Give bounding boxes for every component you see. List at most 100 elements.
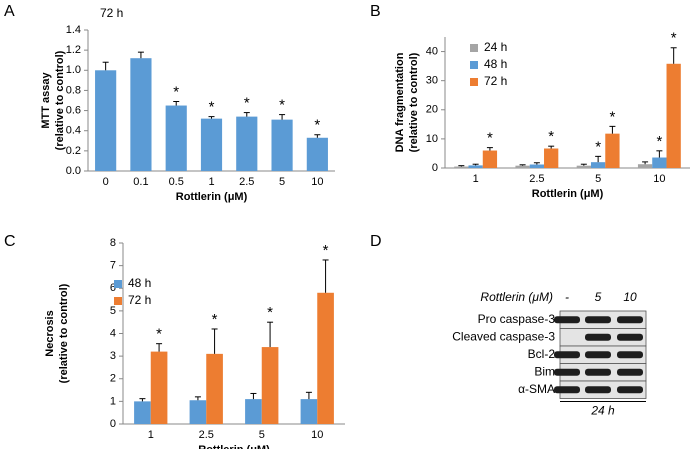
bar (515, 165, 530, 168)
bar (468, 165, 483, 168)
blot-band (585, 351, 611, 359)
x-tick-label: 10 (653, 173, 665, 185)
bar (576, 165, 591, 168)
bar (666, 63, 681, 168)
significance-mark: * (595, 138, 601, 155)
y-tick-label: 2 (110, 373, 116, 385)
significance-mark: * (671, 30, 677, 47)
chart-title: 72 h (100, 6, 123, 20)
x-tick-label: 2.5 (239, 176, 254, 188)
bar (317, 292, 334, 424)
significance-mark: * (548, 128, 554, 145)
bar (637, 164, 653, 168)
time-label: 24 h (590, 404, 615, 418)
protein-label: Pro caspase-3 (478, 312, 556, 326)
bar (200, 118, 223, 171)
y-tick-label: 6 (110, 282, 116, 294)
x-tick-label: 0.1 (133, 176, 148, 188)
y-tick-label: 0.8 (66, 84, 81, 96)
y-tick-label: 0 (110, 418, 116, 430)
significance-mark: * (323, 242, 329, 259)
bar (236, 116, 258, 171)
y-tick-label: 20 (426, 104, 438, 116)
x-tick-label: 0.5 (169, 176, 184, 188)
bar (206, 353, 223, 424)
protein-label: Bim (534, 364, 555, 378)
y-tick-label: 10 (426, 133, 438, 145)
x-tick-label: 0 (103, 176, 109, 188)
lane-label: 5 (595, 290, 602, 304)
x-axis-label: Rottlerin (μM) (532, 188, 604, 200)
y-tick-label: 1.0 (66, 64, 81, 76)
bar (130, 58, 152, 172)
y-tick-label: 7 (110, 260, 116, 272)
lane-label: - (565, 290, 569, 304)
bar (150, 351, 168, 424)
bar (482, 150, 498, 168)
y-axis-label: DNA fragmentation (394, 52, 406, 152)
bar (271, 119, 293, 171)
x-axis-label: Rottlerin (μM) (198, 444, 270, 449)
legend-swatch (114, 280, 122, 288)
blot-band (617, 333, 643, 341)
y-tick-label: 5 (110, 305, 116, 317)
bar (605, 133, 620, 168)
significance-mark: * (279, 97, 285, 114)
blot-band (617, 368, 643, 376)
y-tick-label: 0.6 (66, 104, 81, 116)
y-axis-label: Necrosis (44, 310, 56, 356)
y-tick-label: 0.2 (66, 145, 81, 157)
panel-label: B (370, 3, 381, 20)
significance-mark: * (267, 304, 273, 321)
bar (590, 162, 606, 168)
y-tick-label: 30 (426, 75, 438, 87)
legend-swatch (114, 297, 122, 305)
significance-mark: * (609, 108, 615, 125)
y-tick-label: 3 (110, 350, 116, 362)
significance-mark: * (487, 130, 493, 147)
significance-mark: * (314, 117, 320, 134)
x-tick-label: 1 (148, 429, 154, 441)
x-tick-label: 10 (311, 176, 323, 188)
blot-band (554, 351, 580, 359)
significance-mark: * (244, 95, 250, 112)
y-tick-label: 0 (432, 162, 438, 174)
y-tick-label: 1 (110, 395, 116, 407)
blot-band (585, 316, 611, 324)
protein-label: Cleaved caspase-3 (452, 329, 555, 343)
blot-band (585, 333, 611, 341)
bar (454, 166, 469, 168)
y-tick-label: 4 (110, 327, 116, 339)
y-tick-label: 1.4 (66, 24, 81, 36)
bar (261, 347, 279, 424)
legend-swatch (470, 44, 478, 52)
significance-mark: * (156, 326, 162, 343)
x-tick-label: 10 (311, 429, 323, 441)
x-tick-label: 2.5 (529, 173, 544, 185)
blot-band (554, 386, 580, 394)
x-tick-label: 2.5 (199, 429, 214, 441)
bar (544, 148, 559, 168)
blot-band (554, 316, 580, 324)
legend-swatch (470, 61, 478, 69)
y-axis-label: (relative to control) (58, 283, 70, 383)
bar (300, 399, 318, 424)
x-tick-label: 5 (279, 176, 285, 188)
y-axis-label: (relative to control) (408, 52, 420, 152)
blot-band (554, 368, 580, 376)
panel-label: C (4, 233, 16, 250)
lane-label: 10 (623, 290, 637, 304)
blot-band (617, 386, 643, 394)
panel-label: A (4, 3, 15, 20)
x-axis-label: Rottlerin (μM) (176, 191, 248, 203)
legend-label: 48 h (128, 276, 151, 290)
x-tick-label: 5 (259, 429, 265, 441)
blot-band (617, 351, 643, 359)
panel-label: D (370, 233, 382, 250)
y-tick-label: 8 (110, 237, 116, 249)
y-tick-label: 1.2 (66, 44, 81, 56)
blot-band (585, 386, 611, 394)
protein-label: α-SMA (518, 382, 555, 396)
